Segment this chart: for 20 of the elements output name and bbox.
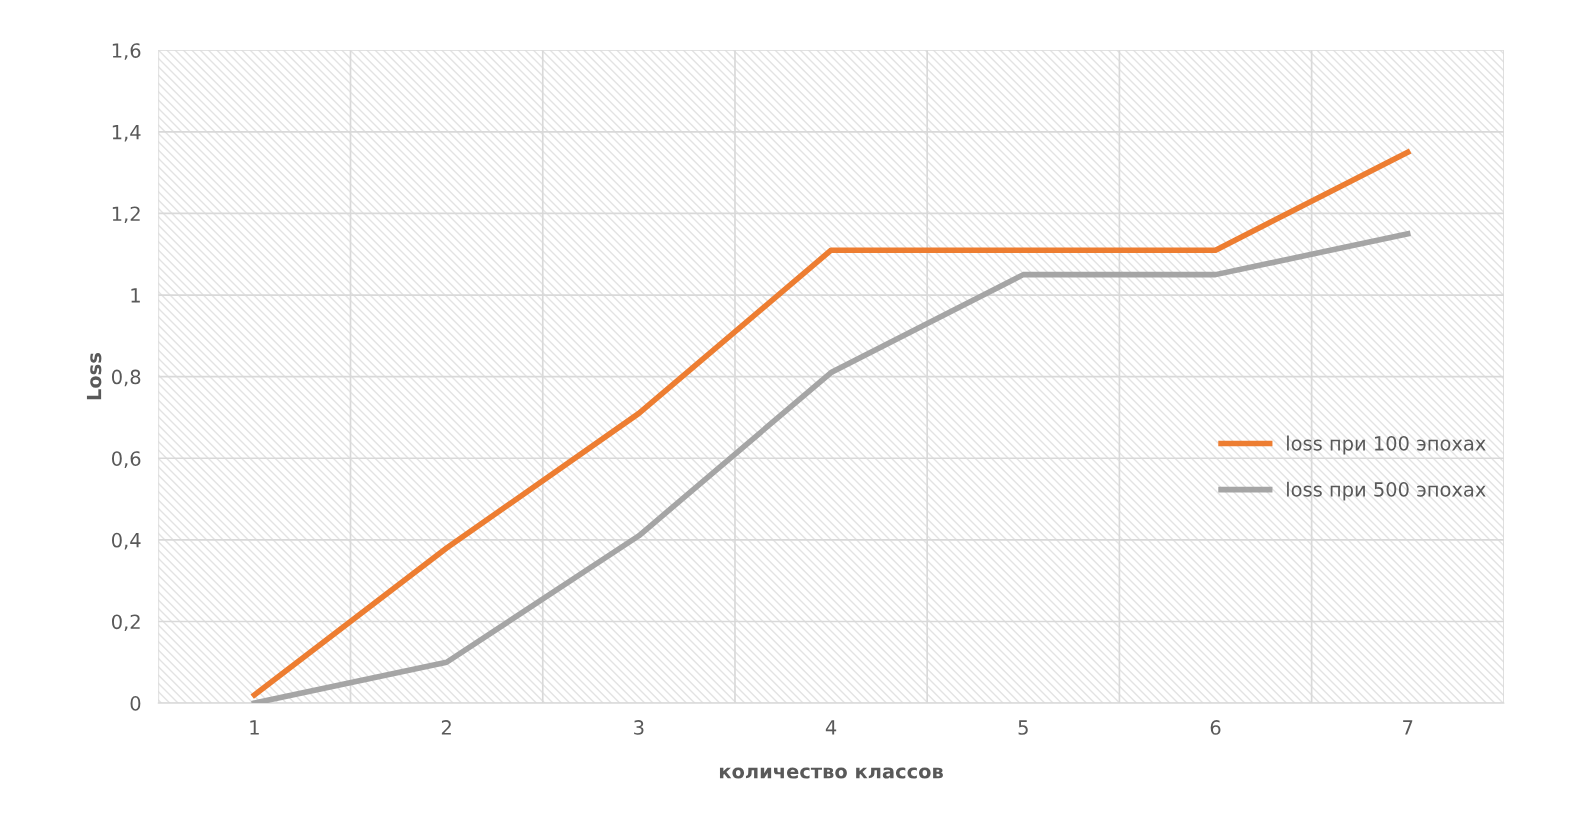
x-tick-label: 6 [1210,720,1221,735]
y-tick-label: 0,8 [111,369,141,387]
x-tick-label: 7 [1403,720,1413,735]
x-tick-label: 3 [634,720,644,735]
x-tick-label: 1 [250,720,259,735]
y-tick-label: 1,4 [112,125,141,142]
y-tick-label: 1,6 [112,43,141,60]
x-tick-label: 2 [441,720,451,735]
y-tick-label: 0 [130,696,141,711]
legend-label: loss при 100 эпохах [1287,435,1486,455]
y-tick-label: 0,2 [111,614,140,632]
x-axis-title: количество классов [719,767,943,779]
y-tick-label: 0,4 [111,532,141,550]
legend-label: loss при 500 эпохах [1287,481,1486,501]
y-tick-label: 1,2 [112,206,140,224]
y-tick-label: 0,6 [111,451,141,468]
x-tick-label: 5 [1018,720,1028,735]
y-axis-title: Loss [86,353,102,400]
x-tick-label: 4 [825,720,837,735]
y-tick-label: 1 [131,288,140,303]
